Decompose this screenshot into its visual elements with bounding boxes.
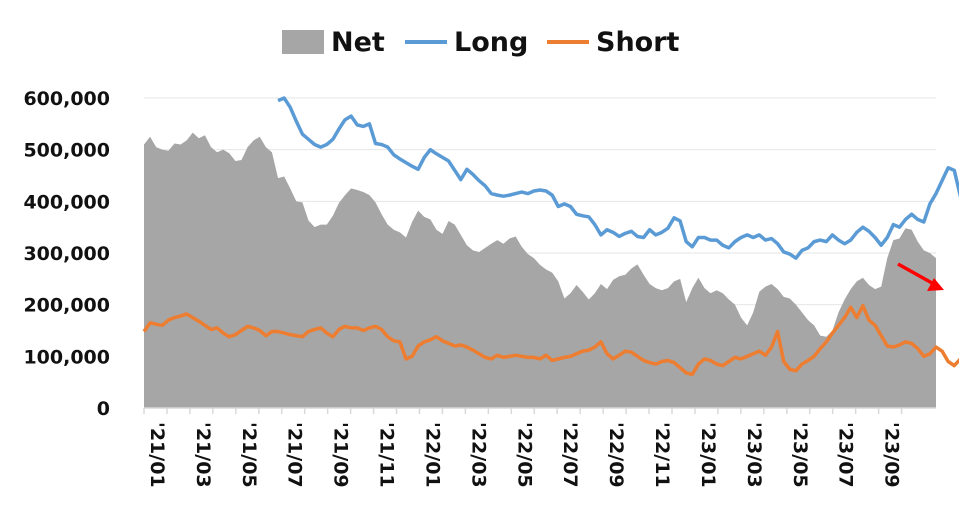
x-tick-label: '22/09 [605, 422, 627, 488]
y-tick-label: 200,000 [23, 295, 110, 317]
y-tick-label: 600,000 [23, 88, 110, 110]
x-tick-label: '22/11 [651, 422, 673, 488]
series-long-line [277, 96, 959, 260]
legend: Net Long Short [282, 27, 680, 58]
x-tick-label: '21/07 [284, 422, 306, 488]
trend-arrow-shaft [897, 262, 933, 285]
x-tick-label: '23/05 [789, 422, 811, 488]
x-tick-label: '22/05 [513, 422, 535, 488]
x-tick-label: '23/01 [697, 422, 719, 488]
x-tick-label: '23/07 [835, 422, 857, 488]
x-tick-label: '22/03 [467, 422, 489, 488]
x-tick-labels: '21/01 '21/03 '21/05 '21/07 '21/09 '21/11 '22/… [143, 408, 903, 488]
y-tick-label: 400,000 [23, 191, 110, 213]
y-tick-labels: 0 100,000 200,000 300,000 400,000 500,000 600,… [23, 88, 110, 420]
x-tick-label: '22/07 [559, 422, 581, 488]
legend-label-short: Short [596, 27, 680, 58]
x-tick-label: '21/05 [238, 422, 260, 488]
x-tick-label: '22/01 [421, 422, 443, 488]
y-tick-label: 0 [97, 398, 110, 420]
y-tick-label: 500,000 [23, 140, 110, 162]
trend-arrow [897, 262, 944, 291]
y-tick-label: 300,000 [23, 243, 110, 265]
legend-label-net: Net [331, 27, 385, 58]
x-tick-label: '23/03 [743, 422, 765, 488]
legend-label-long: Long [454, 27, 528, 58]
x-tick-label: '23/09 [881, 422, 903, 488]
y-tick-label: 100,000 [23, 346, 110, 368]
x-tick-label: '21/03 [192, 422, 214, 488]
x-tick-label: '21/11 [376, 422, 398, 488]
x-tick-label: '21/09 [330, 422, 352, 488]
legend-swatch-net [282, 30, 324, 54]
trend-arrow-head [927, 278, 944, 291]
series-short-line [142, 303, 959, 377]
series-net-area [144, 132, 936, 408]
x-tick-label: '21/01 [146, 422, 168, 488]
